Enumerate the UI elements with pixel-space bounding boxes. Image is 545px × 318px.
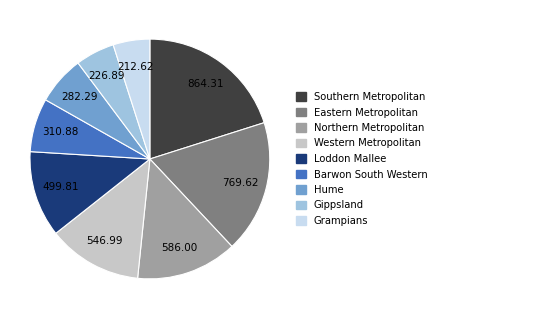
Text: 864.31: 864.31 — [187, 79, 223, 88]
Text: 282.29: 282.29 — [62, 92, 98, 102]
Wedge shape — [30, 152, 150, 233]
Text: 212.62: 212.62 — [117, 62, 154, 72]
Wedge shape — [78, 45, 150, 159]
Text: 586.00: 586.00 — [162, 243, 198, 252]
Wedge shape — [46, 63, 150, 159]
Wedge shape — [56, 159, 150, 278]
Legend: Southern Metropolitan, Eastern Metropolitan, Northern Metropolitan, Western Metr: Southern Metropolitan, Eastern Metropoli… — [296, 92, 427, 226]
Text: 769.62: 769.62 — [222, 177, 259, 188]
Text: 546.99: 546.99 — [87, 236, 123, 246]
Wedge shape — [113, 39, 150, 159]
Wedge shape — [150, 39, 264, 159]
Text: 310.88: 310.88 — [42, 128, 78, 137]
Text: 226.89: 226.89 — [89, 71, 125, 81]
Wedge shape — [30, 100, 150, 159]
Text: 499.81: 499.81 — [43, 182, 79, 192]
Wedge shape — [150, 123, 270, 246]
Wedge shape — [137, 159, 232, 279]
